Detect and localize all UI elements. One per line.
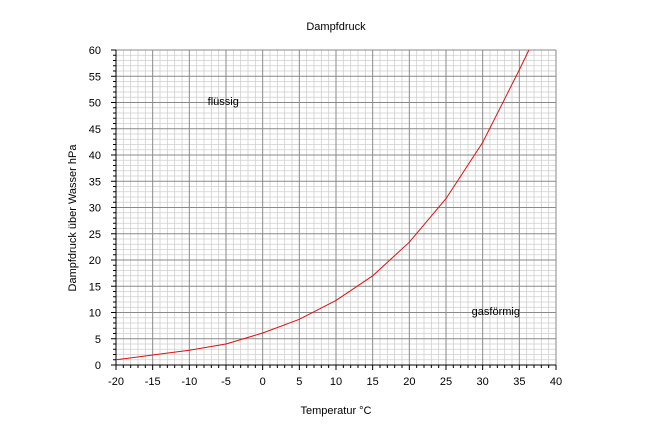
y-tick-label: 55 [89, 71, 101, 83]
annotation-label: flüssig [208, 96, 239, 108]
x-tick-label: 15 [367, 376, 379, 388]
chart-title: Dampfdruck [306, 21, 366, 33]
y-tick-label: 35 [89, 176, 101, 188]
annotations: flüssig gasförmig [208, 96, 520, 318]
x-tick-label: 40 [550, 376, 562, 388]
tick-marks [111, 49, 557, 370]
x-tick-label: -5 [221, 376, 231, 388]
y-tick-label: 25 [89, 229, 101, 241]
y-tick-label: 40 [89, 150, 101, 162]
y-tick-label: 15 [89, 281, 101, 293]
annotation-label: gasförmig [472, 306, 520, 318]
x-tick-label: -20 [108, 376, 124, 388]
y-axis-label: Dampfdruck über Wasser hPa [67, 144, 79, 292]
x-tick-label: 5 [296, 376, 302, 388]
x-tick-label: 20 [403, 376, 415, 388]
x-axis-label: Temperatur °C [300, 405, 371, 417]
y-tick-label: 50 [89, 98, 101, 110]
y-tick-label: 5 [95, 334, 101, 346]
y-tick-label: 10 [89, 308, 101, 320]
x-tick-label: 10 [330, 376, 342, 388]
y-tick-label: 20 [89, 255, 101, 267]
y-tick-label: 30 [89, 203, 101, 215]
x-tick-label: 25 [440, 376, 452, 388]
y-tick-label: 60 [89, 45, 101, 57]
vapor-pressure-line [115, 49, 530, 361]
x-tick-label: -15 [145, 376, 161, 388]
x-tick-label: 30 [477, 376, 489, 388]
y-tick-label: 0 [95, 360, 101, 372]
x-tick-label: 35 [513, 376, 525, 388]
x-tick-label: 0 [260, 376, 266, 388]
tick-labels: -20 -15 -10 -5 0 5 10 15 20 25 30 35 40 0 5 10 15 20 25 30 3… [89, 45, 562, 388]
x-tick-label: -10 [181, 376, 197, 388]
series-layer [115, 49, 530, 361]
y-tick-label: 45 [89, 124, 101, 136]
